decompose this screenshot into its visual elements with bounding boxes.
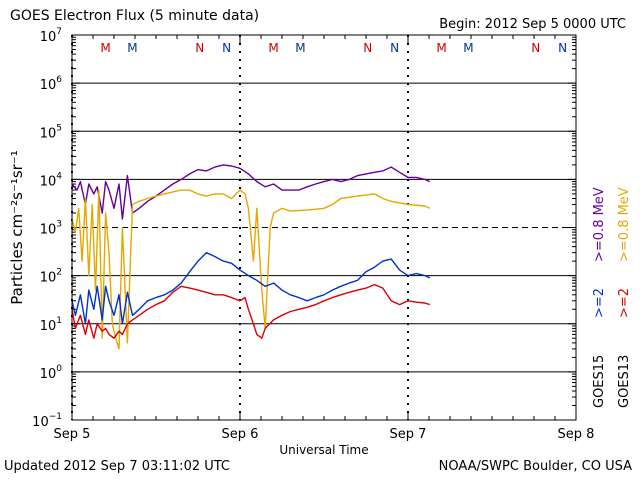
satellite-label: GOES15	[592, 355, 607, 408]
series-label: >=2	[592, 288, 607, 318]
y-tick-label: 104	[40, 171, 63, 189]
y-tick-label: 102	[40, 268, 62, 286]
marker-label: N	[558, 41, 567, 55]
satellite-label: GOES13	[617, 355, 632, 408]
series-label: >=0.8 MeV	[617, 187, 632, 262]
series-line	[71, 164, 431, 220]
y-tick-label: 100	[40, 364, 63, 382]
series-line	[71, 251, 431, 325]
y-tick-label: 107	[40, 27, 62, 45]
marker-label: M	[268, 41, 278, 55]
y-tick-label: 101	[40, 316, 62, 334]
y-tick-label: 106	[40, 75, 63, 93]
marker-label: M	[436, 41, 446, 55]
marker-label: N	[531, 41, 540, 55]
series-label: >=2	[617, 288, 632, 318]
x-tick-label: Sep 6	[222, 427, 259, 442]
marker-label: M	[127, 41, 137, 55]
plot-frame	[71, 34, 577, 421]
x-axis-label: Universal Time	[279, 443, 368, 457]
updated-timestamp: Updated 2012 Sep 7 03:11:02 UTC	[4, 459, 231, 474]
series-label: >=0.8 MeV	[592, 187, 607, 262]
marker-label: N	[195, 41, 204, 55]
chart-title: GOES Electron Flux (5 minute data)	[10, 8, 260, 24]
marker-label: N	[222, 41, 231, 55]
marker-label: M	[295, 41, 305, 55]
marker-label: M	[463, 41, 473, 55]
x-tick-label: Sep 5	[54, 427, 91, 442]
marker-label: N	[390, 41, 399, 55]
marker-label: N	[363, 41, 372, 55]
y-tick-label: 105	[40, 123, 62, 141]
credit-label: NOAA/SWPC Boulder, CO USA	[438, 459, 632, 474]
marker-label: M	[100, 41, 110, 55]
begin-time: Begin: 2012 Sep 5 0000 UTC	[439, 17, 626, 32]
y-tick-label: 10−1	[32, 412, 62, 430]
x-tick-label: Sep 8	[558, 427, 595, 442]
x-tick-label: Sep 7	[390, 427, 427, 442]
series-line	[71, 189, 431, 350]
y-tick-label: 103	[40, 220, 62, 238]
y-axis-label: Particles cm⁻²s⁻¹sr⁻¹	[8, 150, 26, 304]
series-line	[71, 283, 431, 339]
